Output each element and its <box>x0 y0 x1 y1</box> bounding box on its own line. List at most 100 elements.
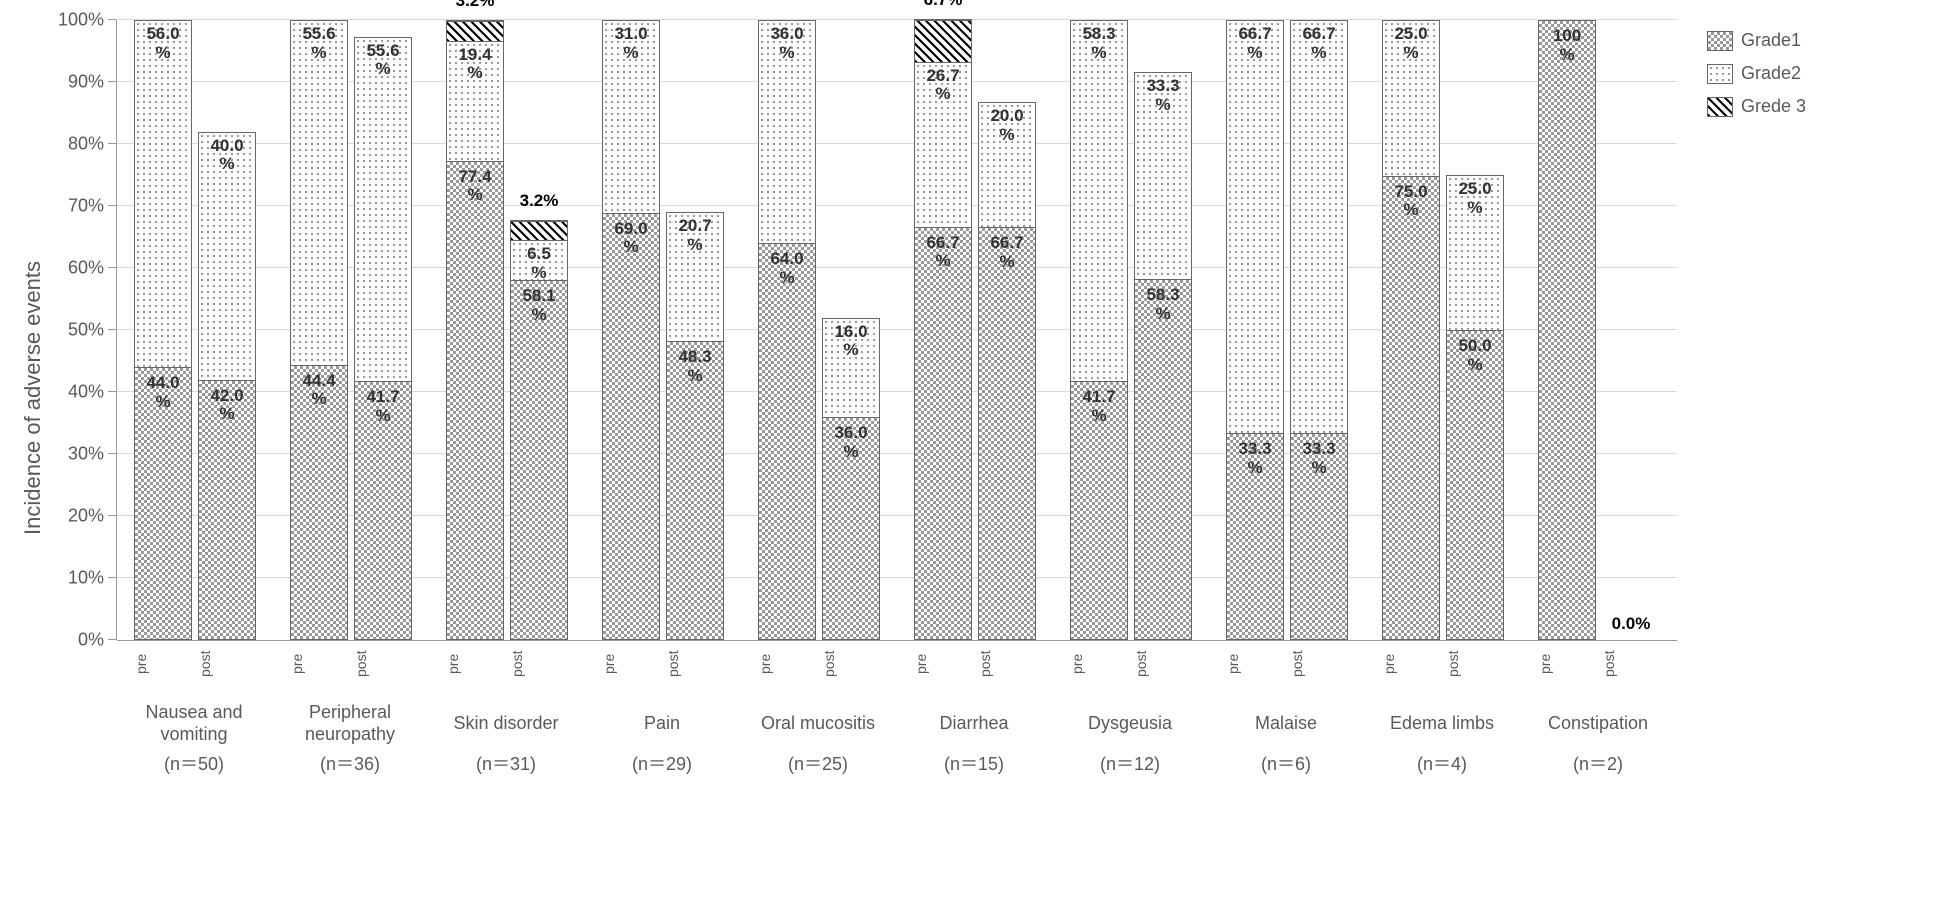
seg-grade1: 66.7% <box>979 227 1035 639</box>
seg-grade2: 66.7% <box>1227 21 1283 433</box>
seg-grade2: 31.0% <box>603 21 659 213</box>
bar-group: 75.0%25.0%50.0% 25.0% <box>1365 20 1521 640</box>
seg-label: 55.6% <box>355 42 411 79</box>
x-sub-label: pre <box>1537 640 1595 696</box>
bar-top-label: 6.7% <box>924 0 963 10</box>
bar-group: 77.4%19.4%3.2%58.1%6.5%3.2% <box>429 20 585 640</box>
y-tick <box>108 329 116 330</box>
bar-group: 69.0%31.0%48.3%20.7% <box>585 20 741 640</box>
x-group: prepostOral mucositis(n＝25) <box>740 640 896 776</box>
y-axis-label: Incidence of adverse events <box>20 261 46 535</box>
x-n-label: (n＝2) <box>1573 750 1623 776</box>
seg-label: 42.0% <box>199 387 255 424</box>
x-category-label: Dysgeusia <box>1088 702 1172 746</box>
y-tick-label: 0% <box>78 630 104 651</box>
x-sub-label: pre <box>601 640 659 696</box>
seg-grade2: 33.3% <box>1135 73 1191 279</box>
bar-group: 41.7%58.3%58.3%33.3% <box>1053 20 1209 640</box>
x-axis: prepostNausea and vomiting(n＝50)prepostP… <box>116 640 1676 776</box>
plot-area: 0%10%20%30%40%50%60%70%80%90%100% 44.0%5… <box>56 20 1677 776</box>
bar: 41.7%58.3% <box>1070 20 1128 640</box>
y-tick <box>108 453 116 454</box>
bar: 36.0% 16.0% <box>822 318 880 640</box>
x-group: prepost Diarrhea (n＝15) <box>896 640 1052 776</box>
seg-label: 66.7% <box>915 234 971 271</box>
seg-grade2: 6.5% <box>511 240 567 280</box>
seg-grade1: 50.0% <box>1447 330 1503 639</box>
x-subs: prepost <box>896 640 1052 696</box>
x-sub-label: pre <box>445 640 503 696</box>
x-sub-label: post <box>665 640 723 696</box>
legend-swatch <box>1707 31 1733 51</box>
y-tick <box>108 143 116 144</box>
bar: 77.4%19.4%3.2% <box>446 20 504 640</box>
bar-group: 100% 0.0% <box>1521 20 1677 640</box>
seg-label: 26.7% <box>915 67 971 104</box>
x-n-label: (n＝6) <box>1261 750 1311 776</box>
seg-label: 25.0% <box>1447 180 1503 217</box>
seg-grade1: 41.7% <box>1071 381 1127 639</box>
x-group: prepostMalaise(n＝6) <box>1208 640 1364 776</box>
legend-item: Grade2 <box>1707 63 1806 84</box>
x-group: prepost Skin disorder (n＝31) <box>428 640 584 776</box>
x-sub-label: pre <box>289 640 347 696</box>
y-tick-label: 20% <box>68 506 104 527</box>
x-sub-label: post <box>1601 640 1659 696</box>
seg-label: 41.7% <box>1071 388 1127 425</box>
x-group: prepostNausea and vomiting(n＝50) <box>116 640 272 776</box>
bar: 58.1%6.5%3.2% <box>510 220 568 640</box>
bar-top-label: 3.2% <box>520 191 559 211</box>
seg-grade1: 36.0% <box>823 417 879 639</box>
bar: 66.7%20.0% <box>978 102 1036 640</box>
seg-grade2: 55.6% <box>291 21 347 365</box>
seg-grade2: 55.6% <box>355 38 411 382</box>
seg-label: 100% <box>1539 27 1595 64</box>
y-axis: 0%10%20%30%40%50%60%70%80%90%100% <box>56 20 117 640</box>
x-group: prepostEdema limbs(n＝4) <box>1364 640 1520 776</box>
seg-label: 16.0% <box>823 323 879 360</box>
y-tick-label: 50% <box>68 320 104 341</box>
bar: 33.3% 66.7% <box>1226 20 1284 640</box>
y-tick <box>108 205 116 206</box>
seg-grade1: 48.3% <box>667 341 723 639</box>
x-category-label: Pain <box>644 702 680 746</box>
x-category-label: Constipation <box>1548 702 1648 746</box>
x-category-label: Nausea and vomiting <box>116 702 272 746</box>
bar: 75.0%25.0% <box>1382 20 1440 640</box>
y-tick-label: 10% <box>68 568 104 589</box>
x-subs: prepost <box>740 640 896 696</box>
bar: 48.3%20.7% <box>666 212 724 640</box>
seg-grade1: 44.4% <box>291 365 347 639</box>
seg-grade1: 58.3% <box>1135 279 1191 639</box>
x-n-label: (n＝15) <box>944 750 1004 776</box>
x-sub-label: post <box>509 640 567 696</box>
seg-label: 77.4% <box>447 168 503 205</box>
x-n-label: (n＝31) <box>476 750 536 776</box>
seg-grade2: 36.0% <box>759 21 815 243</box>
x-n-label: (n＝25) <box>788 750 848 776</box>
seg-grade1: 69.0% <box>603 213 659 639</box>
seg-grade2: 56.0% <box>135 21 191 367</box>
seg-label: 33.3% <box>1227 440 1283 477</box>
seg-grade2: 20.7% <box>667 213 723 341</box>
legend-swatch <box>1707 64 1733 84</box>
seg-label: 44.0% <box>135 374 191 411</box>
x-n-label: (n＝4) <box>1417 750 1467 776</box>
y-tick-label: 30% <box>68 444 104 465</box>
y-tick-label: 90% <box>68 72 104 93</box>
legend-swatch <box>1707 97 1733 117</box>
seg-label: 66.7% <box>979 234 1035 271</box>
x-category-label: Diarrhea <box>939 702 1008 746</box>
bar-group: 44.0%56.0%42.0%40.0% <box>117 20 273 640</box>
bar-top-label: 0.0% <box>1612 614 1651 634</box>
x-category-label: Skin disorder <box>453 702 558 746</box>
bar-group: 33.3% 66.7%33.3% 66.7% <box>1209 20 1365 640</box>
bar: 44.4%55.6% <box>290 20 348 640</box>
x-subs: prepost <box>272 640 428 696</box>
seg-label: 66.7% <box>1291 25 1347 62</box>
seg-grade1: 75.0% <box>1383 176 1439 640</box>
y-tick-label: 100% <box>58 10 104 31</box>
x-sub-label: pre <box>1225 640 1283 696</box>
seg-label: 56.0% <box>135 25 191 62</box>
seg-grade3 <box>511 221 567 241</box>
